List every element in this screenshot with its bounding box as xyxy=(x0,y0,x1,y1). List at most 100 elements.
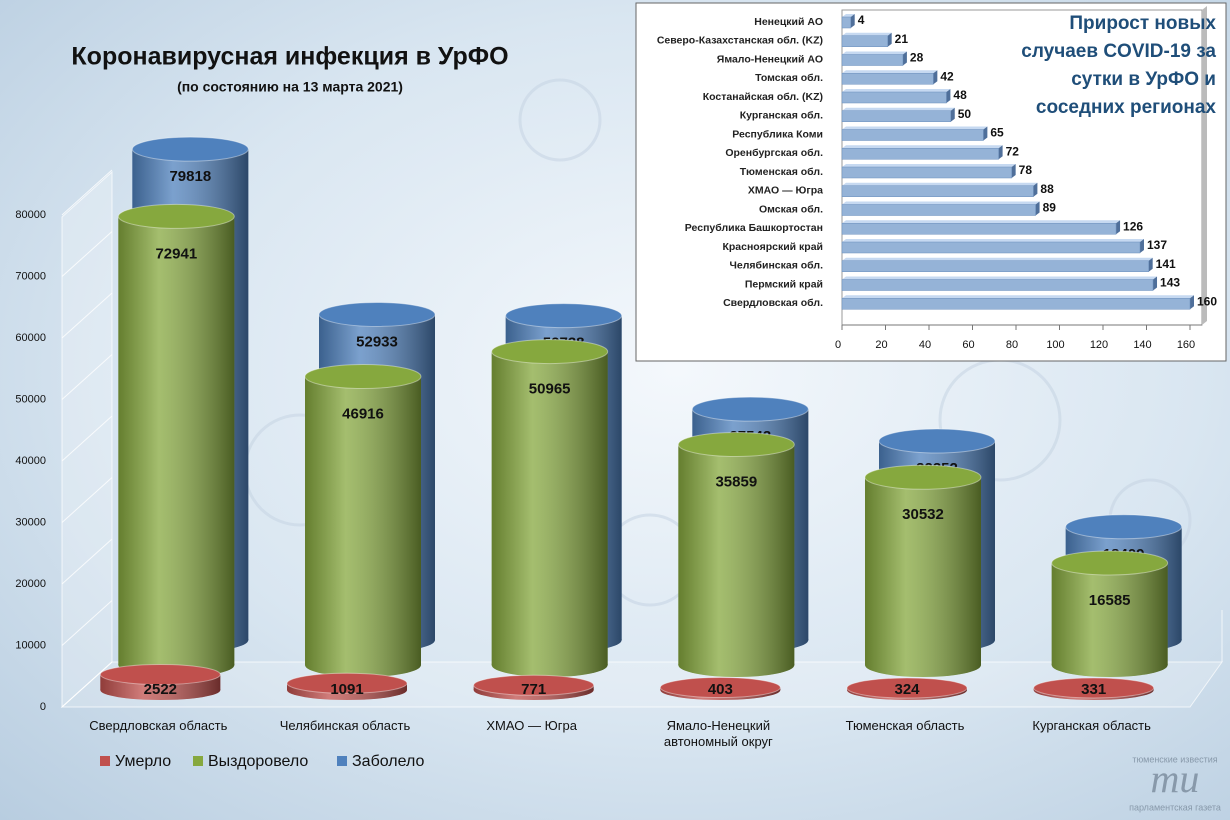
bar-side-face xyxy=(1035,201,1040,216)
y-tick-label: 30000 xyxy=(15,516,46,528)
bar-top-face xyxy=(842,89,951,92)
value-label: 88 xyxy=(1040,182,1054,196)
chart-subtitle: (по состоянию на 13 марта 2021) xyxy=(177,79,403,95)
value-label: 48 xyxy=(953,88,967,102)
bar-side-face xyxy=(1153,276,1158,291)
cylinder-top xyxy=(691,396,809,422)
x-tick-label: Свердловская область xyxy=(89,718,228,733)
y-tick-label: Томская обл. xyxy=(755,72,823,84)
value-label: 4 xyxy=(858,13,865,27)
y-tick-label: Республика Коми xyxy=(732,128,823,140)
value-label: 2522 xyxy=(144,681,177,698)
value-label: 160 xyxy=(1197,294,1217,308)
cylinder-top xyxy=(505,303,623,329)
watermark-logo: ти xyxy=(1151,756,1200,801)
cylinder-top xyxy=(473,674,595,696)
y-tick-label: 60000 xyxy=(15,332,46,344)
x-tick-label: Ямало-Ненецкий автономный округ xyxy=(663,718,773,749)
bar-side-face xyxy=(1148,257,1153,272)
y-tick-label: Красноярский край xyxy=(722,241,823,253)
y-tick-label: Северо-Казахстанская обл. (KZ) xyxy=(657,35,823,47)
y-tick-label: Омская обл. xyxy=(759,203,823,215)
y-tick-label: 70000 xyxy=(15,270,46,282)
bar xyxy=(841,166,1012,179)
cylinder-top xyxy=(286,672,408,694)
cylinder-top xyxy=(864,464,982,490)
value-label: 50 xyxy=(958,107,972,121)
bar xyxy=(841,260,1149,272)
bar-top-face xyxy=(842,201,1040,205)
grid-line xyxy=(61,538,113,585)
legend-swatch xyxy=(337,756,347,766)
bar-side-face xyxy=(983,126,988,141)
y-tick-label: 50000 xyxy=(15,393,46,405)
value-label: 771 xyxy=(521,681,546,698)
cylinder-body-shade xyxy=(118,216,235,666)
bar xyxy=(841,110,951,122)
value-label: 28 xyxy=(910,51,924,65)
value-label: 78 xyxy=(1019,163,1033,177)
cylinder-top xyxy=(1065,514,1183,540)
value-label: 72941 xyxy=(155,245,197,262)
watermark-bottom: парламентская газета xyxy=(1129,802,1221,812)
value-label: 403 xyxy=(708,681,733,698)
watermark-top: тюменские известия xyxy=(1132,754,1217,764)
value-label: 46916 xyxy=(342,405,384,422)
cylinder xyxy=(1033,677,1155,700)
inset-wall-edge xyxy=(1202,6,1207,325)
value-label: 42 xyxy=(940,69,954,83)
value-label: 324 xyxy=(894,681,920,698)
value-label: 65 xyxy=(990,126,1004,140)
bar-top-face xyxy=(842,107,955,111)
y-tick-label: Костанайская обл. (KZ) xyxy=(703,91,823,103)
y-tick-label: Курганская обл. xyxy=(740,110,823,122)
grid-line xyxy=(61,169,113,216)
cylinder-body-shade xyxy=(305,376,421,665)
y-tick-label: Оренбургская обл. xyxy=(725,147,823,159)
y-tick-label: Ямало-Ненецкий АО xyxy=(717,53,823,65)
y-tick-label: Тюменская обл. xyxy=(740,166,823,178)
x-tick-label: Челябинская область xyxy=(279,718,411,733)
bar xyxy=(841,148,999,160)
back-wall xyxy=(61,170,113,709)
cylinder-top xyxy=(1033,677,1155,699)
cylinder-top xyxy=(117,203,235,229)
y-tick-label: Пермский край xyxy=(745,278,823,290)
bar xyxy=(841,54,904,66)
x-tick-label: 40 xyxy=(919,339,931,351)
value-label: 30532 xyxy=(902,506,944,523)
grid-line xyxy=(61,354,113,400)
x-tick-label: 100 xyxy=(1046,339,1064,351)
bar xyxy=(841,129,984,141)
bar-side-face xyxy=(1139,239,1144,253)
bar xyxy=(841,298,1191,310)
cylinder xyxy=(864,464,982,677)
bar-side-face xyxy=(998,145,1003,160)
cylinder-top xyxy=(846,677,968,699)
value-label: 50965 xyxy=(529,381,571,398)
bar xyxy=(841,204,1036,216)
cylinder-top xyxy=(677,431,795,457)
bar-top-face xyxy=(842,276,1158,280)
cylinder xyxy=(473,674,595,700)
value-label: 72 xyxy=(1006,144,1020,158)
cylinder-top xyxy=(131,136,249,162)
x-tick-label: Курганская область xyxy=(1032,718,1151,733)
bar-top-face xyxy=(842,295,1194,299)
bar-top-face xyxy=(842,32,892,36)
cylinder-body-shade xyxy=(865,477,981,665)
cylinder-body-shade xyxy=(491,351,608,665)
value-label: 35859 xyxy=(715,473,757,490)
value-label: 52933 xyxy=(356,333,398,350)
bar xyxy=(841,279,1154,291)
value-label: 143 xyxy=(1160,276,1180,290)
bar-side-face xyxy=(946,89,951,103)
inset-title: Прирост новых случаев COVID-19 за сутки … xyxy=(1021,13,1216,118)
bar-side-face xyxy=(1190,295,1194,310)
x-tick-label: Тюменская область xyxy=(845,718,965,733)
cylinder xyxy=(659,677,781,700)
cylinder-top xyxy=(1051,550,1169,576)
cylinder-top xyxy=(99,663,221,685)
cylinder xyxy=(491,339,609,677)
